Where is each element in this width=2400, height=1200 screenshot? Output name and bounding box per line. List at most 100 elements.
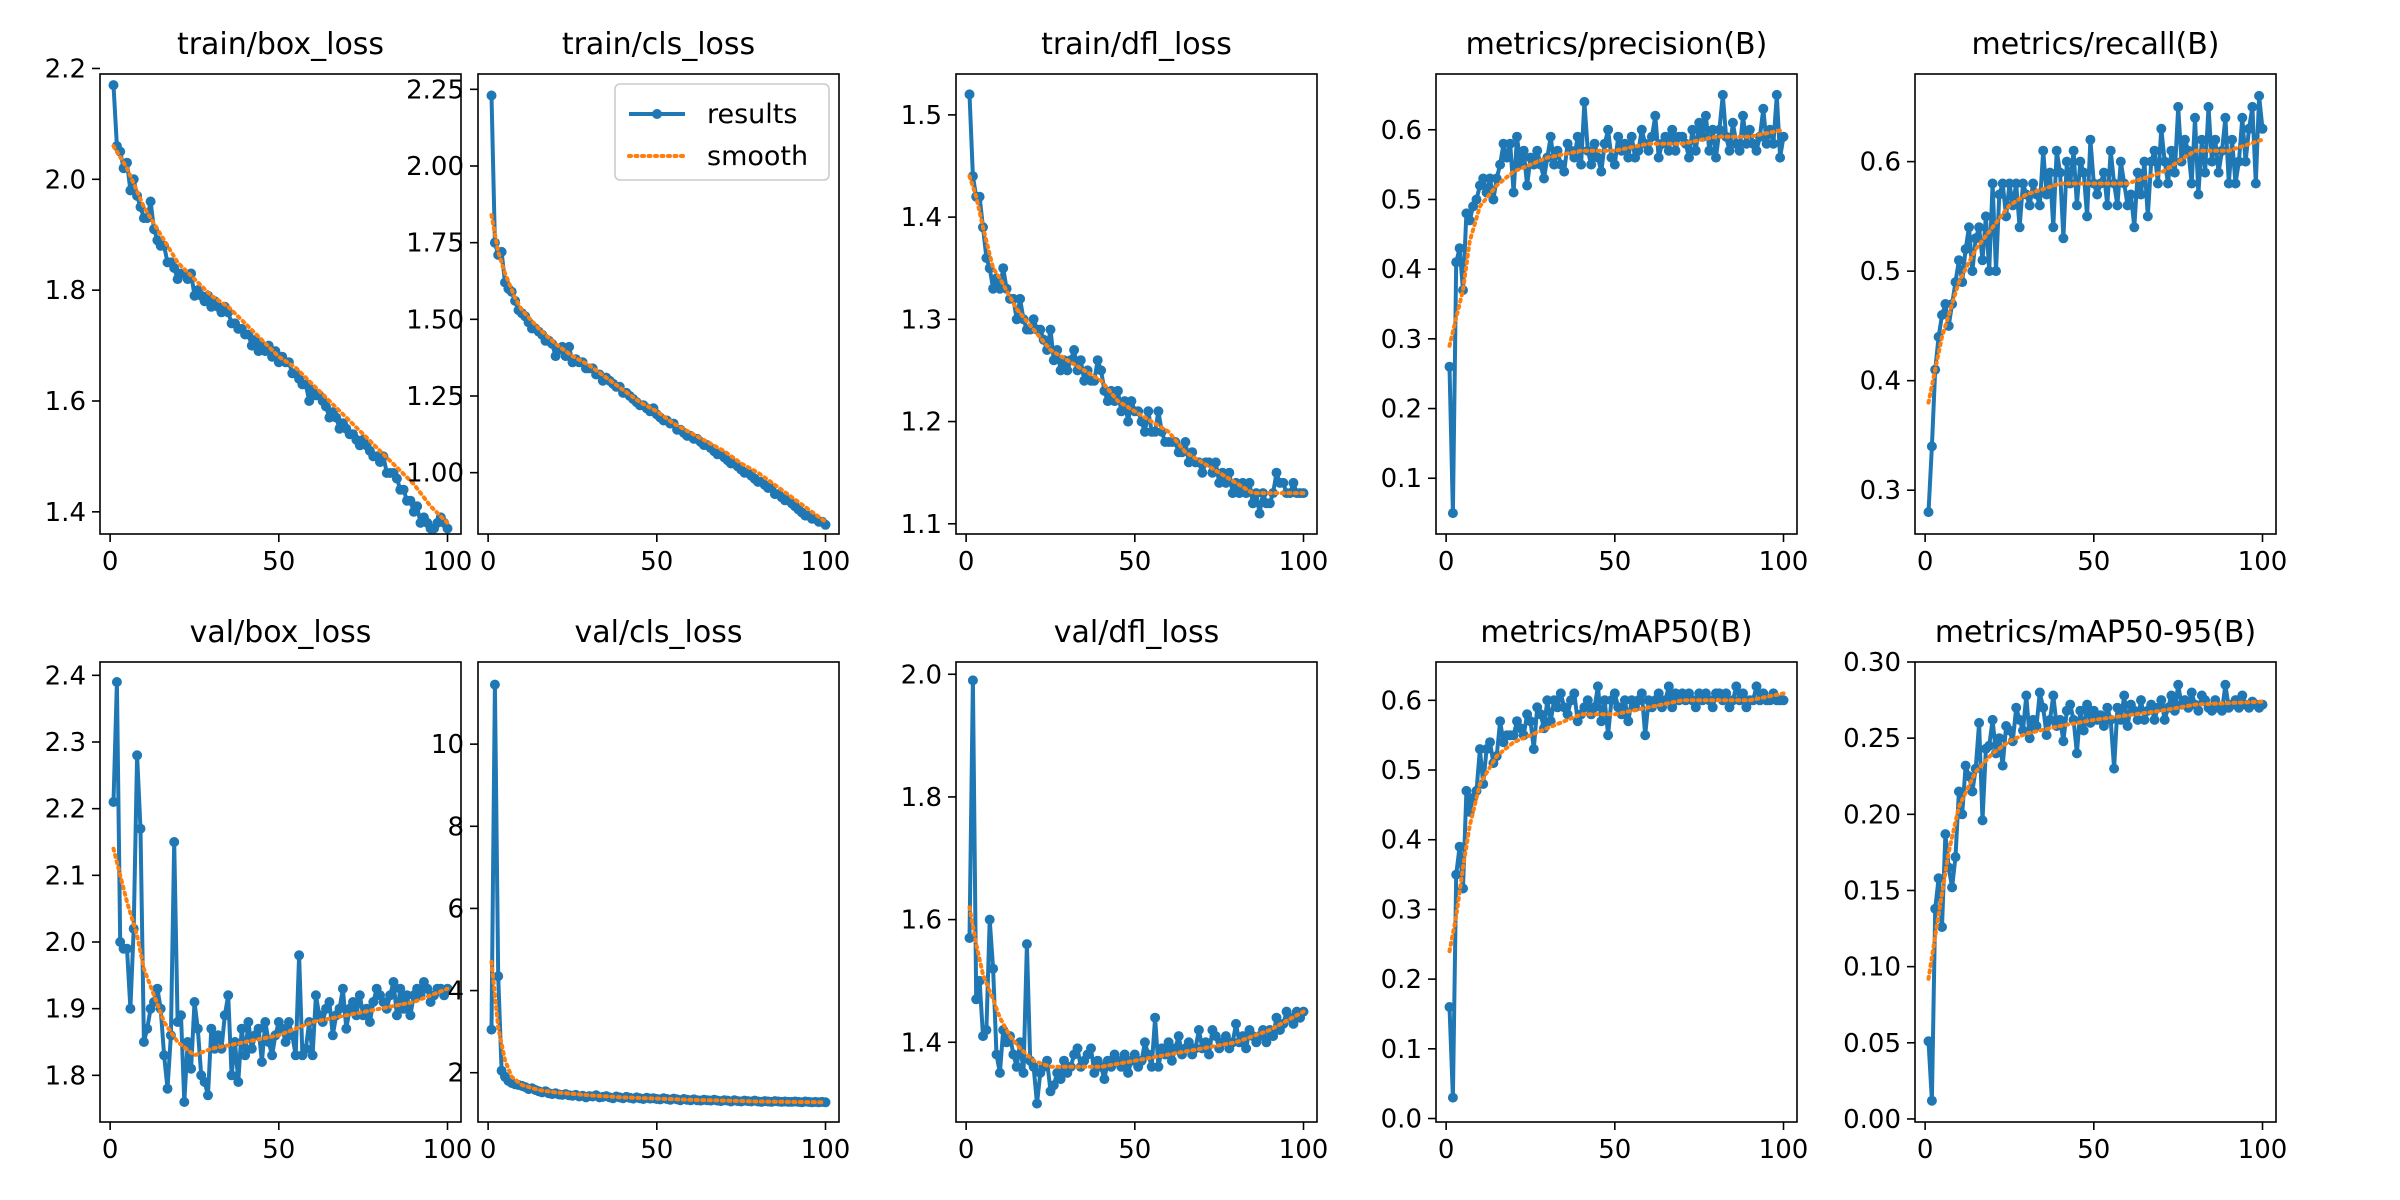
x-tick-label: 50 (1118, 1135, 1151, 1165)
results-point (2179, 134, 2190, 145)
panel-val-box-loss: val/box_loss 0 50 100 1.8 1.9 2.0 2.1 2.2 2.3 2.4 (45, 615, 473, 1165)
x-tick-label: 100 (1759, 547, 1809, 577)
x-tick-label: 0 (102, 1135, 119, 1165)
plot-area (1444, 89, 1789, 519)
results-point (1062, 365, 1073, 376)
results-point (1028, 314, 1039, 325)
results-point (176, 1010, 186, 1021)
results-point (2109, 763, 2120, 774)
results-point (2004, 725, 2015, 736)
results-point (2203, 101, 2214, 112)
results-point (294, 950, 305, 961)
results-point (2098, 167, 2109, 178)
results-point (2082, 211, 2093, 222)
panel-train-dfl-loss: train/dfl_loss 0 50 100 1.1 1.2 1.3 1.4 1.5 (901, 27, 1329, 577)
smooth-line (1926, 137, 2265, 405)
results-point (2092, 189, 2103, 200)
results-point (2193, 705, 2204, 716)
results-point (354, 990, 365, 1001)
y-tick-label: 0.15 (1843, 876, 1901, 906)
results-point (1724, 145, 1735, 156)
results-point (1744, 124, 1755, 135)
results-point (1454, 841, 1465, 852)
results-point (1254, 508, 1265, 519)
results-point (280, 1037, 291, 1047)
y-tick-label: 0.10 (1843, 953, 1901, 983)
y-tick-label: 0.25 (1843, 724, 1901, 754)
results-point (240, 1050, 251, 1061)
results-point (364, 1017, 375, 1027)
y-tick-label: 0.5 (1381, 756, 1422, 786)
results-point (442, 523, 453, 534)
results-point (1667, 124, 1678, 135)
x-tick-label: 0 (958, 547, 975, 577)
results-point (2075, 156, 2086, 167)
results-point (1508, 730, 1519, 741)
results-point (2193, 189, 2204, 200)
results-point (1599, 138, 1610, 149)
axes-frame (955, 661, 1318, 1123)
smooth-line (1447, 691, 1786, 954)
results-point (1535, 709, 1546, 720)
results-point (1589, 138, 1600, 149)
y-tick-label: 2.2 (45, 54, 86, 84)
results-point (2179, 695, 2190, 706)
results-point (1758, 103, 1769, 114)
x-tick-label: 100 (801, 1135, 851, 1165)
results-point (991, 1049, 1002, 1060)
y-tick-label: 0.6 (1381, 116, 1422, 146)
results-point (1643, 145, 1654, 156)
results-point (169, 263, 180, 273)
results-point (111, 677, 122, 687)
results-point (132, 750, 143, 761)
results-point (1461, 785, 1472, 796)
y-tick-label: 2.0 (45, 165, 86, 195)
results-point (152, 983, 163, 994)
results-point (1055, 1074, 1066, 1085)
results-point (2125, 189, 2136, 200)
x-tick-label: 50 (1118, 547, 1151, 577)
results-point (2122, 721, 2133, 731)
results-point (1451, 257, 1462, 268)
results-point (1491, 173, 1502, 184)
y-tick-label: 2.1 (45, 861, 86, 891)
y-tick-label: 0.5 (1381, 185, 1422, 215)
y-tick-label: 0.4 (1381, 255, 1422, 285)
results-point (2146, 156, 2157, 167)
results-point (2230, 178, 2241, 189)
results-point (1210, 1031, 1221, 1042)
results-point (2034, 687, 2045, 698)
results-point (186, 1063, 197, 1074)
results-point (1991, 266, 2001, 277)
results-point (2122, 200, 2133, 211)
y-tick-label: 1.8 (45, 1061, 86, 1091)
results-point (1592, 681, 1603, 692)
results-point (341, 1023, 352, 1034)
results-point (1231, 1018, 1241, 1029)
x-tick-label: 0 (1438, 547, 1455, 577)
results-point (1663, 681, 1674, 692)
results-point (2024, 733, 2035, 744)
results-point (1015, 1037, 1026, 1048)
results-point (1586, 159, 1597, 170)
results-point (1508, 187, 1519, 198)
results-point (489, 679, 500, 690)
results-point (1970, 233, 1981, 244)
results-point (405, 495, 416, 506)
results-point (1727, 117, 1738, 128)
smooth-line (111, 144, 450, 525)
plot-area (486, 679, 831, 1108)
results-point (1731, 681, 1742, 692)
results-point (1926, 441, 1937, 452)
results-point (1447, 1092, 1458, 1103)
results-point (994, 1067, 1005, 1078)
results-point (1711, 152, 1721, 163)
y-tick-label: 1.9 (45, 995, 86, 1025)
results-point (1512, 131, 1522, 142)
y-tick-label: 1.1 (901, 510, 942, 540)
y-tick-label: 0.6 (1381, 686, 1422, 716)
axes-frame (477, 661, 840, 1123)
results-point (321, 401, 331, 412)
results-point (1980, 211, 1991, 222)
results-point (1636, 688, 1647, 699)
